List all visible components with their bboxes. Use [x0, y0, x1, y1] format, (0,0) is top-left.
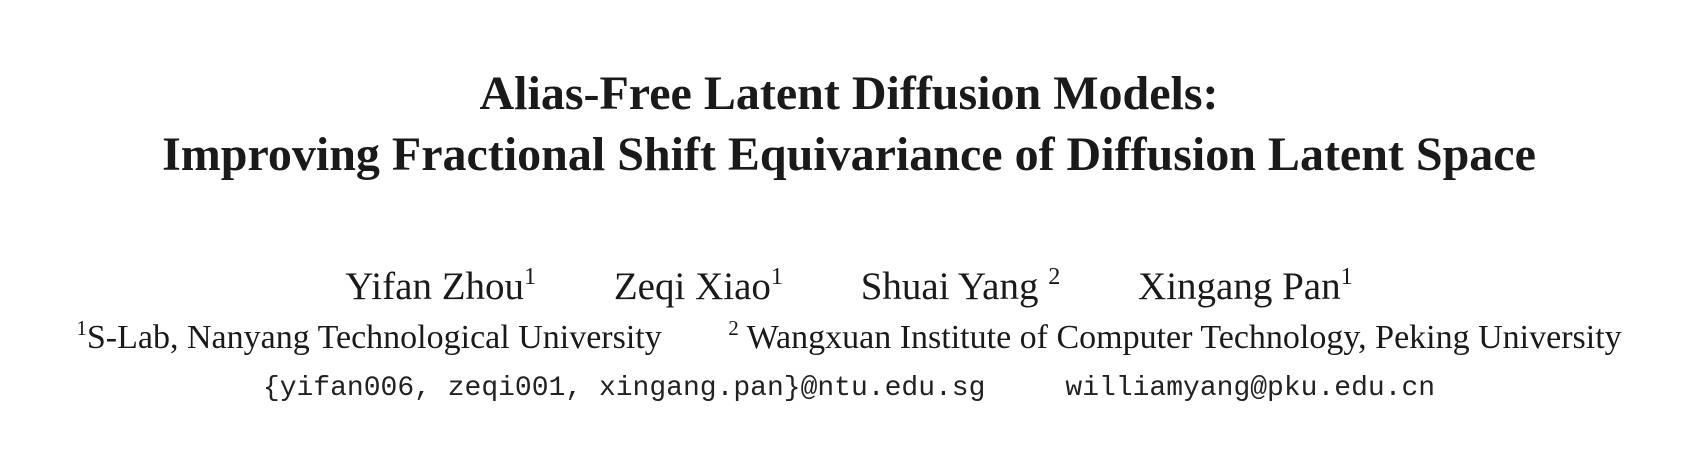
author-name: Zeqi Xiao — [613, 265, 771, 308]
affiliation-mark: 2 — [1048, 263, 1061, 291]
affiliation-text: Wangxuan Institute of Computer Technolog… — [738, 319, 1622, 356]
email-list: {yifan006, zeqi001, xingang.pan}@ntu.edu… — [0, 375, 1698, 403]
author: Zeqi Xiao1 — [613, 264, 783, 308]
author-name: Xingang Pan — [1138, 265, 1341, 308]
affiliation-mark: 1 — [1340, 263, 1353, 291]
author: Xingang Pan1 — [1138, 264, 1353, 308]
author-list: Yifan Zhou1 Zeqi Xiao1 Shuai Yang 2 Xing… — [0, 264, 1698, 308]
affiliation: 2 Wangxuan Institute of Computer Technol… — [728, 317, 1622, 356]
email-pku: williamyang@pku.edu.cn — [1065, 373, 1436, 404]
affiliation-text: S-Lab, Nanyang Technological University — [86, 319, 662, 356]
paper-title-line-1: Alias-Free Latent Diffusion Models: — [479, 67, 1219, 120]
author-name: Shuai Yang — [860, 265, 1049, 308]
author: Yifan Zhou1 — [345, 264, 536, 308]
affiliation-list: 1S-Lab, Nanyang Technological University… — [0, 317, 1698, 356]
paper-title-line-2: Improving Fractional Shift Equivariance … — [162, 128, 1536, 181]
author: Shuai Yang 2 — [860, 264, 1061, 308]
email-ntu: {yifan006, zeqi001, xingang.pan}@ntu.edu… — [262, 373, 986, 404]
author-name: Yifan Zhou — [345, 265, 525, 308]
affiliation-mark: 1 — [524, 263, 537, 291]
affiliation: 1S-Lab, Nanyang Technological University — [76, 317, 662, 356]
affiliation-mark: 2 — [728, 315, 739, 340]
affiliation-mark: 1 — [770, 263, 783, 291]
affiliation-mark: 1 — [76, 315, 87, 340]
